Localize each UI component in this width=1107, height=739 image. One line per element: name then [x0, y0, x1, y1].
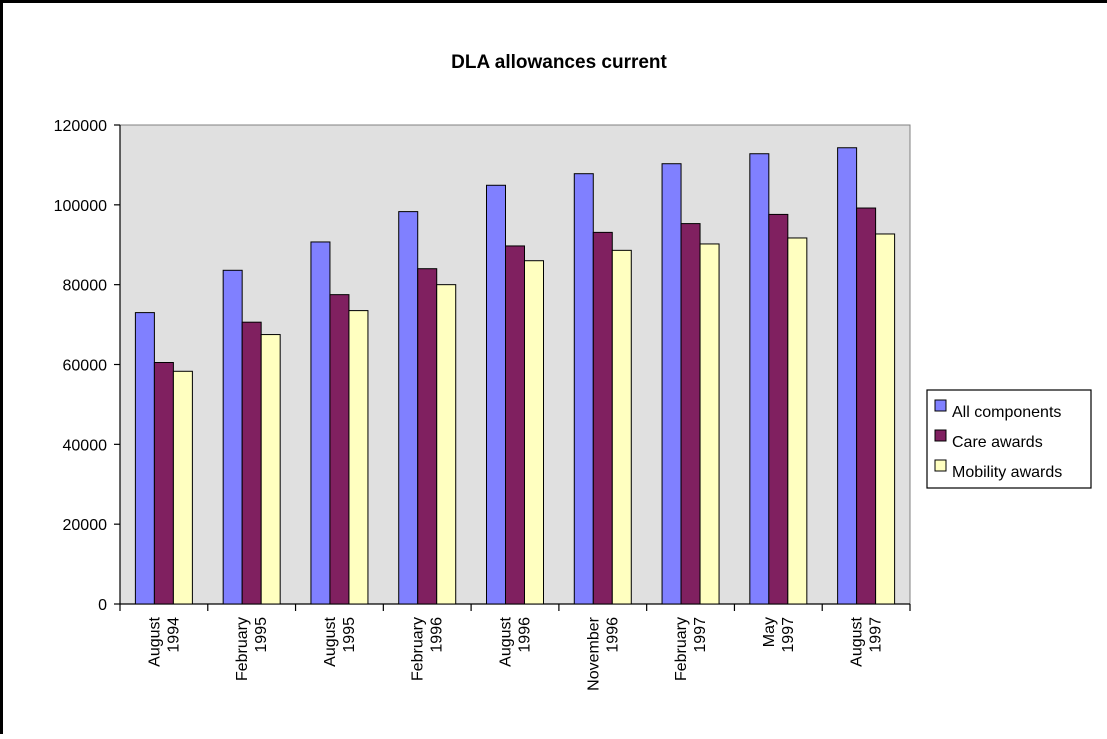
y-tick-label: 0 [98, 597, 107, 614]
y-tick-label: 80000 [63, 278, 108, 295]
y-tick-label: 60000 [63, 358, 108, 375]
bar-care-awards [330, 295, 349, 604]
bar-mobility-awards [876, 234, 895, 604]
bar-care-awards [506, 246, 525, 604]
y-tick-label: 120000 [54, 118, 107, 135]
legend-swatch [935, 460, 946, 471]
bar-all-components [135, 313, 154, 604]
bar-all-components [662, 164, 681, 604]
bar-mobility-awards [788, 238, 807, 604]
legend-swatch [935, 430, 946, 441]
bar-care-awards [857, 208, 876, 604]
legend-label: All components [952, 404, 1061, 421]
bar-care-awards [242, 322, 261, 604]
bar-care-awards [681, 224, 700, 604]
bar-mobility-awards [173, 371, 192, 604]
bar-care-awards [593, 232, 612, 604]
bar-all-components [399, 212, 418, 604]
bar-mobility-awards [437, 285, 456, 604]
bar-care-awards [769, 214, 788, 604]
legend-label: Care awards [952, 434, 1043, 451]
chart-title: DLA allowances current [451, 52, 667, 73]
bar-mobility-awards [612, 250, 631, 604]
bar-mobility-awards [261, 335, 280, 604]
bar-all-components [750, 154, 769, 604]
bar-all-components [574, 174, 593, 604]
legend-label: Mobility awards [952, 464, 1062, 481]
bar-all-components [838, 148, 857, 604]
y-tick-label: 40000 [63, 437, 108, 454]
y-tick-label: 100000 [54, 198, 107, 215]
bar-all-components [311, 242, 330, 604]
bar-care-awards [418, 269, 437, 604]
bar-all-components [487, 185, 506, 604]
legend-swatch [935, 400, 946, 411]
bar-all-components [223, 270, 242, 604]
bar-mobility-awards [525, 261, 544, 604]
bar-care-awards [154, 363, 173, 604]
legend: All components Care awards Mobility awards [927, 390, 1091, 488]
bar-mobility-awards [349, 311, 368, 604]
bar-mobility-awards [700, 244, 719, 604]
y-tick-label: 20000 [63, 517, 108, 534]
